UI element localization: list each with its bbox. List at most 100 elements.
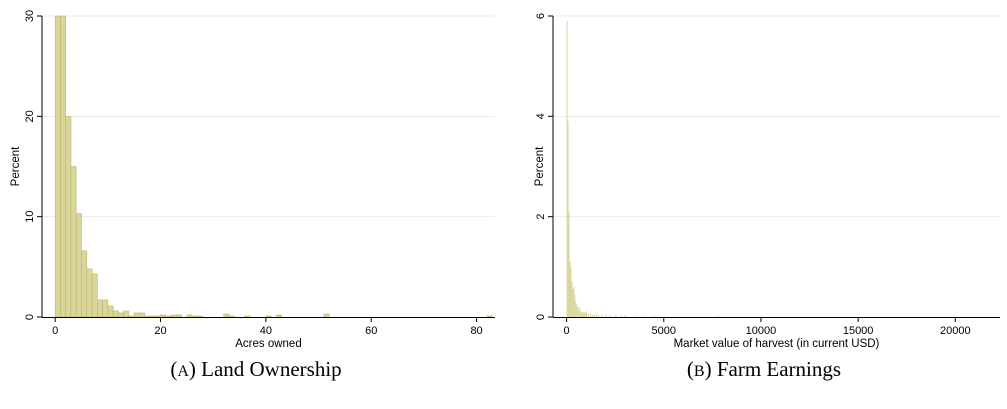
histogram-bar: [149, 315, 156, 318]
histogram-bar: [702, 316, 704, 318]
histogram-bar: [591, 314, 593, 317]
histogram-bar: [621, 315, 622, 317]
chart-panel-b: 0 5000 10000 15000 20000 0 2 4 6 Market value of …: [534, 13, 1000, 381]
histogram-bar: [581, 310, 583, 317]
x-tick-label: 0: [564, 325, 570, 337]
x-tick-label: 60: [365, 325, 377, 337]
histogram-bar: [186, 314, 193, 318]
histogram-bar: [223, 313, 230, 318]
histogram-bar: [576, 304, 578, 317]
histogram-bar: [587, 313, 589, 317]
histogram-bar: [663, 315, 665, 317]
histogram-bar: [567, 121, 569, 317]
y-tick-label: 10: [24, 211, 36, 223]
histogram-bar: [486, 315, 493, 318]
histogram-bar: [741, 316, 743, 318]
histogram-bar: [644, 315, 646, 317]
histogram-bar: [176, 314, 182, 318]
histogram-bar: [107, 305, 114, 318]
histogram-bar: [97, 299, 103, 318]
histogram-bar: [60, 15, 67, 318]
histogram-bar: [718, 315, 720, 317]
histogram-bar: [170, 314, 177, 318]
histogram-bar: [595, 313, 597, 317]
y-tick-label: 20: [24, 110, 36, 122]
histogram-bar: [123, 310, 130, 318]
x-tick-label: 20000: [940, 325, 971, 337]
histogram-bar: [597, 314, 599, 317]
histogram-bar: [593, 314, 595, 317]
y-axis-title: Percent: [10, 146, 22, 186]
y-tick-label: 6: [535, 13, 547, 19]
histogram-bar: [654, 315, 656, 317]
histogram-bar: [634, 315, 636, 317]
x-tick-label: 20: [154, 325, 166, 337]
x-tick-label: 80: [470, 325, 482, 337]
histogram-bar: [144, 315, 151, 318]
histogram-bar: [133, 312, 140, 318]
histogram-bar: [574, 294, 576, 317]
histogram-bar: [583, 312, 585, 317]
histogram-bar: [577, 306, 579, 317]
panel-caption: (B) Farm Earnings: [687, 357, 841, 381]
histogram-bar: [624, 314, 626, 317]
histogram-bar: [582, 311, 584, 317]
histogram-bar: [265, 315, 272, 318]
histogram-bar: [683, 316, 685, 318]
histogram-bar: [112, 310, 119, 318]
histogram-bar: [799, 316, 801, 318]
histogram-bar: [586, 310, 588, 317]
histogram-bar: [585, 313, 587, 317]
histogram-bar: [770, 316, 772, 318]
x-axis-title: Acres owned: [235, 338, 301, 350]
histogram-bar: [578, 309, 580, 317]
y-axis-title: Percent: [534, 146, 546, 186]
x-axis-title: Market value of harvest (in current USD): [674, 338, 880, 350]
y-tick-label: 2: [535, 214, 547, 220]
histogram-bar: [323, 313, 330, 318]
y-tick-label: 0: [535, 314, 547, 320]
histogram-bar: [54, 15, 61, 318]
histogram-bar: [570, 266, 572, 317]
histogram-bar: [589, 312, 591, 317]
x-tick-label: 0: [52, 325, 58, 337]
histogram-bar: [91, 273, 98, 318]
histogram-bar: [615, 314, 617, 317]
histogram-bar: [575, 301, 577, 317]
histogram-bar: [573, 286, 575, 317]
x-tick-label: 15000: [843, 325, 874, 337]
histogram-bar: [984, 316, 986, 318]
histogram-bar: [128, 315, 135, 318]
histogram-bar: [70, 166, 77, 318]
histogram-bar: [65, 116, 72, 318]
y-tick-label: 30: [24, 10, 36, 22]
histogram-bar: [244, 315, 251, 318]
histogram-bar: [858, 316, 860, 318]
histogram-bar: [81, 250, 88, 318]
histogram-bar: [75, 213, 82, 318]
histogram-bar: [276, 314, 282, 318]
x-tick-label: 5000: [652, 325, 676, 337]
histogram-bar: [566, 21, 568, 318]
histogram-bar: [102, 299, 109, 318]
histogram-bar: [139, 312, 146, 318]
histogram-bar: [197, 315, 203, 318]
histogram-bar: [165, 315, 172, 318]
histogram-bar: [580, 311, 582, 317]
histogram-bar: [601, 314, 603, 317]
y-tick-label: 4: [535, 113, 547, 119]
x-tick-label: 40: [260, 325, 272, 337]
panel-caption: (A) Land Ownership: [170, 357, 341, 381]
histogram-bar: [571, 281, 573, 317]
histogram-bar: [609, 315, 611, 317]
histogram-bar: [572, 289, 574, 317]
histogram-bar: [86, 268, 93, 318]
histogram-bar: [160, 314, 167, 318]
histogram-bar: [118, 312, 124, 318]
histogram-bar: [154, 315, 161, 318]
chart-panel-a: 0 20 40 60 80 0 10 20 30 Acres owned Percent (A) La…: [10, 10, 495, 381]
histogram-bar: [568, 211, 570, 317]
histogram-bar: [191, 315, 198, 318]
histogram-bar: [605, 313, 607, 317]
